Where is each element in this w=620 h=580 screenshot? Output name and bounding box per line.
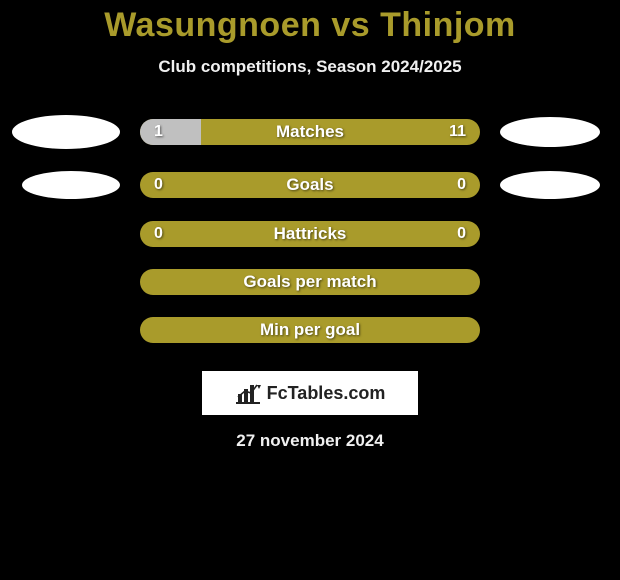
player2-value: 0 xyxy=(457,176,466,194)
stats-list: 111Matches00Goals00HattricksGoals per ma… xyxy=(0,115,620,343)
player2-value: 0 xyxy=(457,225,466,243)
stat-row: Min per goal xyxy=(0,317,620,343)
source-logo: FcTables.com xyxy=(202,371,418,415)
stat-row: 111Matches xyxy=(0,115,620,149)
update-date: 27 november 2024 xyxy=(0,431,620,451)
player1-value: 0 xyxy=(154,176,163,194)
player2-value: 11 xyxy=(449,123,466,141)
bar-fill-player1 xyxy=(140,119,201,145)
bar-chart-icon xyxy=(235,382,261,404)
stat-row: Goals per match xyxy=(0,269,620,295)
stat-bar: Min per goal xyxy=(140,317,480,343)
root: Wasungnoen vs Thinjom Club competitions,… xyxy=(0,0,620,451)
stat-row: 0 0 Goals xyxy=(0,171,620,199)
stat-bar: 0 0 Goals xyxy=(140,172,480,198)
stat-label: Goals xyxy=(286,175,333,195)
page-subtitle: Club competitions, Season 2024/2025 xyxy=(0,57,620,77)
stat-bar: 111Matches xyxy=(140,119,480,145)
stat-row: 0 0 Hattricks xyxy=(0,221,620,247)
stat-label: Goals per match xyxy=(243,272,376,292)
stat-bar: Goals per match xyxy=(140,269,480,295)
player2-avatar xyxy=(500,171,600,199)
player1-value: 0 xyxy=(154,225,163,243)
stat-label: Matches xyxy=(276,122,344,142)
player2-avatar xyxy=(500,117,600,147)
player1-avatar xyxy=(12,115,120,149)
player1-value: 1 xyxy=(154,123,163,141)
page-title: Wasungnoen vs Thinjom xyxy=(0,6,620,45)
stat-label: Min per goal xyxy=(260,320,360,340)
player1-avatar xyxy=(22,171,120,199)
stat-label: Hattricks xyxy=(274,224,347,244)
source-logo-text: FcTables.com xyxy=(267,383,386,404)
stat-bar: 0 0 Hattricks xyxy=(140,221,480,247)
